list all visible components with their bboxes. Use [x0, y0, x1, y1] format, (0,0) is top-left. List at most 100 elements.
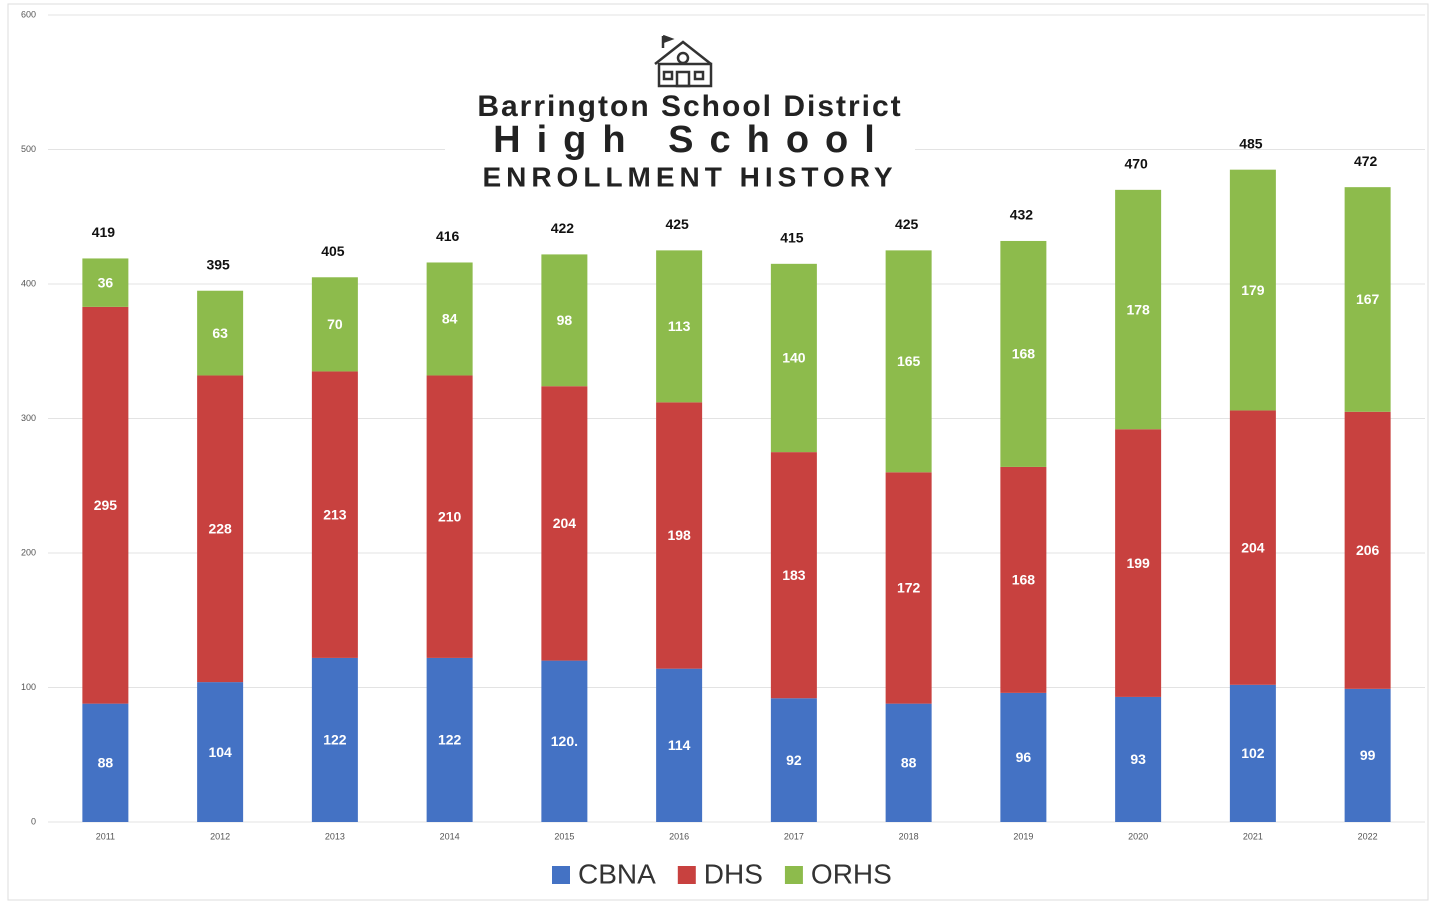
total-label: 419 [92, 224, 116, 240]
data-label: 206 [1356, 542, 1380, 558]
data-label: 92 [786, 752, 802, 768]
total-label: 405 [321, 243, 345, 259]
data-label: 122 [323, 732, 347, 748]
x-tick-label: 2018 [899, 831, 919, 841]
x-tick-label: 2021 [1243, 831, 1263, 841]
data-label: 88 [98, 755, 114, 771]
bar-segment [885, 472, 932, 704]
y-tick-label: 200 [21, 547, 36, 557]
y-tick-label: 500 [21, 144, 36, 154]
x-tick-label: 2017 [784, 831, 804, 841]
total-label: 395 [206, 256, 230, 272]
data-label: 167 [1356, 291, 1380, 307]
bar-segment [770, 263, 817, 453]
y-tick-label: 400 [21, 278, 36, 288]
bar-segment [1000, 466, 1047, 693]
legend-swatch [552, 866, 570, 884]
data-label: 99 [1360, 747, 1376, 763]
bar-segment [1115, 696, 1162, 822]
legend-swatch [677, 866, 696, 884]
bar-segment [885, 250, 932, 473]
bar-segment [1344, 688, 1391, 822]
bar-segment [541, 254, 588, 387]
data-label: 102 [1241, 745, 1265, 761]
title-backdrop [445, 30, 915, 200]
title-line: Barrington School District [477, 90, 902, 123]
bar-segment [770, 452, 817, 699]
data-label: 183 [782, 567, 806, 583]
bar-segment [1344, 187, 1391, 412]
bar-segment [1344, 411, 1391, 689]
data-label: 93 [1130, 751, 1146, 767]
legend-swatch [784, 866, 803, 884]
bar-segment [1229, 410, 1276, 685]
data-label: 96 [1016, 749, 1032, 765]
total-label: 416 [436, 228, 460, 244]
data-label: 88 [901, 755, 917, 771]
bar-segment [541, 386, 588, 661]
bar-segment [541, 660, 588, 822]
legend-label: ORHS [811, 858, 892, 889]
title-line: High School [493, 119, 891, 161]
total-label: 472 [1354, 153, 1378, 169]
data-label: 210 [438, 508, 462, 524]
data-label: 179 [1241, 282, 1265, 298]
data-label: 295 [94, 497, 118, 513]
bar-segment [770, 698, 817, 822]
bar-segment [197, 375, 244, 683]
bar-segment [1229, 169, 1276, 411]
total-label: 425 [665, 216, 689, 232]
bar-segment [1000, 240, 1047, 467]
y-tick-label: 100 [21, 682, 36, 692]
x-tick-label: 2019 [1013, 831, 1033, 841]
data-label: 98 [557, 312, 573, 328]
data-label: 114 [668, 737, 691, 753]
data-label: 63 [212, 325, 228, 341]
data-label: 213 [323, 506, 347, 522]
bar-segment [311, 371, 358, 658]
total-label: 425 [895, 216, 919, 232]
x-tick-label: 2016 [669, 831, 689, 841]
bar-segment [885, 703, 932, 822]
bar-segment [311, 657, 358, 822]
bar-segment [197, 682, 244, 822]
bar-segment [311, 277, 358, 372]
x-tick-label: 2022 [1358, 831, 1378, 841]
bar-segment [1115, 189, 1162, 430]
bar-segment [426, 657, 473, 822]
data-label: 120. [551, 733, 578, 749]
data-label: 70 [327, 316, 343, 332]
legend-label: DHS [704, 858, 763, 889]
total-label: 422 [551, 220, 575, 236]
y-tick-label: 300 [21, 413, 36, 423]
x-tick-label: 2020 [1128, 831, 1148, 841]
data-label: 104 [208, 744, 232, 760]
data-label: 228 [208, 520, 232, 536]
data-label: 168 [1012, 346, 1036, 362]
data-label: 140 [782, 350, 806, 366]
data-label: 122 [438, 732, 462, 748]
bar-segment [1000, 692, 1047, 822]
total-label: 485 [1239, 135, 1263, 151]
school-icon [654, 34, 713, 88]
bar-segment [82, 258, 129, 307]
data-label: 168 [1012, 572, 1036, 588]
bar-segment [656, 668, 703, 822]
y-tick-label: 600 [21, 9, 36, 19]
total-label: 432 [1010, 207, 1034, 223]
x-tick-label: 2011 [96, 831, 115, 841]
bar-segment [656, 250, 703, 403]
data-label: 172 [897, 580, 921, 596]
bar-segment [1115, 429, 1162, 697]
x-tick-label: 2012 [210, 831, 230, 841]
bar-segment [426, 262, 473, 376]
data-label: 198 [667, 527, 691, 543]
data-label: 36 [98, 274, 114, 290]
total-label: 415 [780, 230, 804, 246]
y-tick-label: 0 [31, 816, 36, 826]
data-label: 199 [1126, 555, 1150, 571]
data-label: 204 [1241, 539, 1265, 555]
total-label: 470 [1124, 156, 1148, 172]
bar-segment [426, 375, 473, 658]
title-line: ENROLLMENT HISTORY [482, 161, 897, 192]
